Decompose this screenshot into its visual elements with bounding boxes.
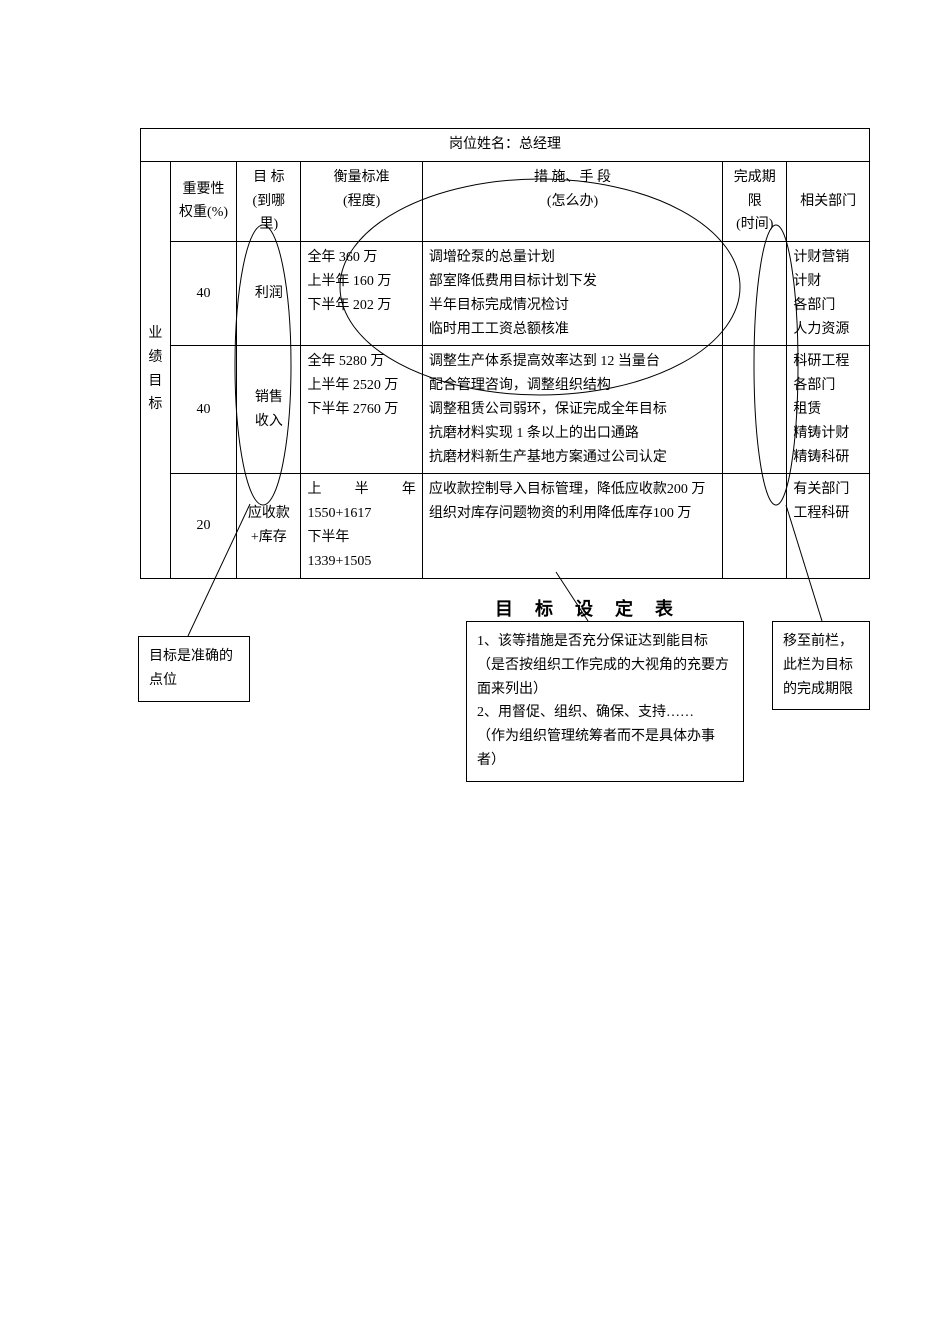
table-title: 目标设定表 [320, 595, 870, 621]
col-standard: 衡量标准 (程度) [301, 161, 422, 241]
weight-cell: 20 [170, 474, 236, 578]
title-row: 岗位姓名：总经理 [141, 129, 870, 162]
meas-line: 抗磨材料实现 1 条以上的出口通路 [429, 422, 716, 446]
position-name: 岗位姓名：总经理 [141, 129, 870, 162]
dept-line: 有关部门 [793, 478, 863, 502]
col-weight-l1: 重要性 [183, 182, 225, 197]
std-line: 1550+1617 [307, 502, 415, 526]
meas-line: 部室降低费用目标计划下发 [429, 270, 716, 294]
dept-line: 各部门 [793, 374, 863, 398]
std-line: 下半年 2760 万 [307, 398, 415, 422]
goal-table: 岗位姓名：总经理 业 绩 目 标 重要性 权重(%) 目 标 (到哪里) 衡量标… [140, 128, 870, 579]
meas-line: 抗磨材料新生产基地方案通过公司认定 [429, 446, 716, 470]
category-char: 目 [148, 374, 162, 389]
col-target-l2: (到哪里) [253, 194, 286, 233]
col-weight-l2: 权重(%) [179, 205, 228, 220]
dept-line: 计财营销 [793, 246, 863, 270]
std-line: 上半年 2520 万 [307, 374, 415, 398]
deadline-cell [723, 346, 787, 474]
measures-cell: 调增砼泵的总量计划 部室降低费用目标计划下发 半年目标完成情况检讨 临时用工工资… [422, 242, 722, 346]
table-row: 40 利润 全年 360 万 上半年 160 万 下半年 202 万 调增砼泵的… [141, 242, 870, 346]
category-char: 绩 [148, 350, 162, 365]
standard-cell: 全年 360 万 上半年 160 万 下半年 202 万 [301, 242, 422, 346]
deadline-cell [723, 474, 787, 578]
header-row: 业 绩 目 标 重要性 权重(%) 目 标 (到哪里) 衡量标准 (程度) 措 … [141, 161, 870, 241]
col-measures-l2: (怎么办) [547, 194, 598, 209]
callout-mid-line: （作为组织管理统筹者而不是具体办事者） [477, 725, 733, 773]
target-cell: 利润 [237, 242, 301, 346]
std-line: 全年 5280 万 [307, 350, 415, 374]
meas-line: 配合管理咨询，调整组织结构 [429, 374, 716, 398]
callout-mid-line: 1、该等措施是否充分保证达到能目标 [477, 630, 733, 654]
dept-line: 精铸科研 [793, 446, 863, 470]
meas-line: 临时用工工资总额核准 [429, 318, 716, 342]
measures-cell: 调整生产体系提高效率达到 12 当量台 配合管理咨询，调整组织结构 调整租赁公司… [422, 346, 722, 474]
meas-line: 调增砼泵的总量计划 [429, 246, 716, 270]
target-cell: 应收款+库存 [237, 474, 301, 578]
col-measures: 措 施、手 段 (怎么办) [422, 161, 722, 241]
callout-mid-line: 2、用督促、组织、确保、支持…… [477, 701, 733, 725]
target-text: 应收款+库存 [248, 506, 290, 545]
dept-line: 科研工程 [793, 350, 863, 374]
col-target-l1: 目 标 [253, 170, 285, 185]
meas-line: 组织对库存问题物资的利用降低库存100 万 [429, 502, 716, 526]
standard-cell: 全年 5280 万 上半年 2520 万 下半年 2760 万 [301, 346, 422, 474]
table-row: 40 销售收入 全年 5280 万 上半年 2520 万 下半年 2760 万 … [141, 346, 870, 474]
dept-line: 工程科研 [793, 502, 863, 526]
std-line: 全年 360 万 [307, 246, 415, 270]
col-deadline: 完成期限 (时间) [723, 161, 787, 241]
std-line: 上半年 160 万 [307, 270, 415, 294]
col-target: 目 标 (到哪里) [237, 161, 301, 241]
dept-line: 计财 [793, 270, 863, 294]
category-char: 标 [148, 397, 162, 412]
dept-cell: 科研工程 各部门 租赁 精铸计财 精铸科研 [787, 346, 870, 474]
measures-cell: 应收款控制导入目标管理，降低应收款200 万 组织对库存问题物资的利用降低库存1… [422, 474, 722, 578]
dept-line: 精铸计财 [793, 422, 863, 446]
meas-line: 调整生产体系提高效率达到 12 当量台 [429, 350, 716, 374]
col-standard-l1: 衡量标准 [334, 170, 390, 185]
col-deadline-l2: (时间) [736, 217, 773, 232]
weight-cell: 40 [170, 346, 236, 474]
callout-middle: 1、该等措施是否充分保证达到能目标 （是否按组织工作完成的大视角的充要方面来列出… [466, 621, 744, 782]
category-cell: 业 绩 目 标 [141, 161, 171, 578]
std-line: 下半年 202 万 [307, 294, 415, 318]
callout-right: 移至前栏，此栏为目标的完成期限 [772, 621, 870, 710]
dept-line: 各部门 [793, 294, 863, 318]
meas-line: 半年目标完成情况检讨 [429, 294, 716, 318]
table-row: 20 应收款+库存 上半年 1550+1617 下半年 1339+1505 应收… [141, 474, 870, 578]
meas-line: 调整租赁公司弱环，保证完成全年目标 [429, 398, 716, 422]
deadline-cell [723, 242, 787, 346]
target-text: 销售收入 [255, 390, 283, 429]
dept-line: 人力资源 [793, 318, 863, 342]
col-deadline-l1: 完成期限 [734, 170, 776, 209]
col-standard-l2: (程度) [343, 194, 380, 209]
target-cell: 销售收入 [237, 346, 301, 474]
std-line: 1339+1505 [307, 550, 415, 574]
col-weight: 重要性 权重(%) [170, 161, 236, 241]
std-line: 上半年 [307, 478, 415, 502]
callout-left: 目标是准确的点位 [138, 636, 250, 702]
col-dept: 相关部门 [787, 161, 870, 241]
main-table-container: 岗位姓名：总经理 业 绩 目 标 重要性 权重(%) 目 标 (到哪里) 衡量标… [140, 128, 870, 621]
col-measures-l1: 措 施、手 段 [534, 170, 611, 185]
dept-cell: 计财营销 计财 各部门 人力资源 [787, 242, 870, 346]
callout-mid-line: （是否按组织工作完成的大视角的充要方面来列出） [477, 654, 733, 702]
callout-left-text: 目标是准确的点位 [149, 649, 233, 688]
weight-cell: 40 [170, 242, 236, 346]
dept-cell: 有关部门 工程科研 [787, 474, 870, 578]
callout-right-text: 移至前栏，此栏为目标的完成期限 [783, 634, 853, 697]
dept-line: 租赁 [793, 398, 863, 422]
meas-line: 应收款控制导入目标管理，降低应收款200 万 [429, 478, 716, 502]
standard-cell: 上半年 1550+1617 下半年 1339+1505 [301, 474, 422, 578]
category-char: 业 [148, 326, 162, 341]
std-line: 下半年 [307, 526, 415, 550]
